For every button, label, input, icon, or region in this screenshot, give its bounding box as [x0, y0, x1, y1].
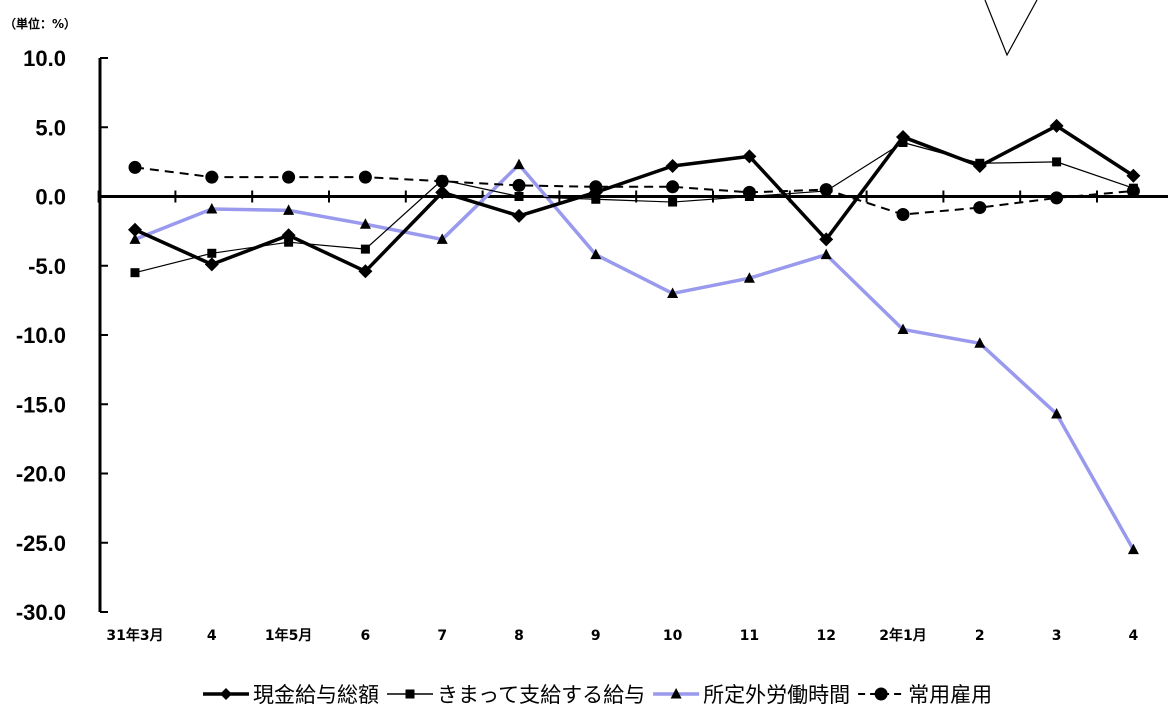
- square-marker: [207, 248, 217, 258]
- legend-item-0: 現金給与総額: [203, 683, 379, 707]
- diamond-marker: [220, 688, 232, 700]
- series-line: [134, 162, 1135, 551]
- diamond-marker: [281, 228, 296, 243]
- y-tick-label: -25.0: [16, 531, 66, 556]
- series-line: [134, 166, 1134, 216]
- x-tick-label: 1年5月: [265, 627, 312, 644]
- x-tick-label: 4: [207, 628, 217, 644]
- triangle-marker: [359, 218, 371, 229]
- triangle-marker: [1127, 543, 1139, 555]
- x-axis-ticks: 31年3月 4 1年5月 6 7 8 9 10 11 12 2年1月 2 3 4: [106, 627, 1138, 644]
- triangle-marker: [513, 158, 525, 170]
- x-tick-label: 2: [975, 628, 985, 644]
- triangle-marker: [1051, 407, 1063, 419]
- x-tick-label: 7: [437, 628, 447, 644]
- callout-pointer: [984, 0, 1038, 57]
- x-tick-label: 3: [1052, 628, 1062, 644]
- circle-marker: [435, 174, 449, 188]
- triangle-marker: [436, 233, 448, 244]
- circle-marker: [874, 687, 888, 701]
- x-tick-label: 2年1月: [879, 627, 926, 644]
- circle-marker: [1050, 191, 1064, 205]
- circle-marker: [819, 183, 833, 197]
- diamond-marker: [819, 232, 834, 247]
- x-tick-label: 11: [740, 628, 759, 644]
- circle-marker: [1126, 184, 1140, 198]
- square-marker: [405, 689, 415, 699]
- legend-item-2: 所定外労働時間: [653, 683, 850, 707]
- triangle-marker: [670, 688, 682, 699]
- diamond-marker: [742, 149, 757, 164]
- y-tick-label: -15.0: [16, 392, 66, 417]
- diamond-marker: [665, 159, 680, 174]
- legend-item-3: 常用雇用: [858, 683, 992, 707]
- triangle-marker: [590, 248, 602, 260]
- triangle-marker: [897, 323, 909, 334]
- square-marker: [514, 192, 524, 201]
- legend-label: 所定外労働時間: [703, 683, 850, 707]
- triangle-marker: [743, 272, 755, 283]
- x-tick-label: 6: [361, 628, 371, 644]
- x-tick-label: 12: [816, 628, 835, 644]
- diamond-marker: [1126, 168, 1141, 183]
- diamond-marker: [1049, 118, 1064, 133]
- y-tick-label: 5.0: [35, 115, 66, 140]
- legend-item-1: きまって支給する給与: [387, 683, 645, 707]
- circle-marker: [589, 180, 603, 194]
- triangle-marker: [820, 248, 832, 260]
- y-tick-label: -10.0: [16, 323, 66, 348]
- y-tick-label: -5.0: [28, 254, 66, 279]
- circle-marker: [358, 170, 372, 184]
- series-2: [129, 158, 1139, 555]
- diamond-marker: [204, 257, 219, 272]
- circle-marker: [896, 208, 910, 222]
- x-tick-label: 8: [514, 628, 524, 644]
- y-tick-label: 10.0: [23, 46, 66, 71]
- diamond-marker: [896, 129, 910, 144]
- square-marker: [1052, 157, 1062, 167]
- legend-label: 現金給与総額: [253, 683, 379, 707]
- diamond-marker: [128, 222, 142, 237]
- square-marker: [668, 197, 678, 207]
- diamond-marker: [972, 159, 987, 174]
- series-3: [128, 160, 1140, 222]
- triangle-marker: [129, 233, 141, 244]
- x-tick-label: 10: [663, 628, 683, 644]
- circle-marker: [973, 201, 987, 215]
- axes: [97, 58, 1168, 612]
- circle-marker: [512, 178, 526, 192]
- diamond-marker: [358, 264, 373, 279]
- diamond-marker: [512, 208, 526, 223]
- triangle-marker: [974, 337, 986, 348]
- triangle-marker: [283, 204, 295, 215]
- x-tick-label: 9: [591, 628, 601, 644]
- series-group: [128, 118, 1141, 555]
- y-tick-label: -30.0: [16, 600, 66, 625]
- circle-marker: [205, 170, 219, 184]
- series-line: [134, 124, 1135, 274]
- circle-marker: [128, 160, 142, 174]
- y-axis-ticks: 10.0 5.0 0.0 -5.0 -10.0 -15.0 -20.0 -25.0 -30.0: [16, 46, 108, 625]
- legend-label: きまって支給する給与: [437, 683, 645, 707]
- series-0: [128, 118, 1141, 279]
- x-tick-label: 31年3月: [106, 627, 163, 644]
- circle-marker: [666, 180, 680, 194]
- unit-label: （単位：%）: [4, 16, 76, 31]
- diamond-marker: [435, 185, 450, 200]
- y-tick-label: -20.0: [16, 462, 66, 487]
- square-marker: [130, 268, 140, 278]
- triangle-marker: [206, 202, 218, 214]
- circle-marker: [282, 170, 296, 184]
- triangle-marker: [667, 287, 679, 298]
- y-tick-label: 0.0: [35, 185, 66, 210]
- circle-marker: [742, 185, 756, 199]
- legend-label: 常用雇用: [908, 683, 992, 707]
- legend: 現金給与総額 きまって支給する給与 所定外労働時間 常用雇用: [203, 683, 992, 707]
- square-marker: [360, 244, 370, 254]
- x-tick-label: 4: [1129, 628, 1139, 644]
